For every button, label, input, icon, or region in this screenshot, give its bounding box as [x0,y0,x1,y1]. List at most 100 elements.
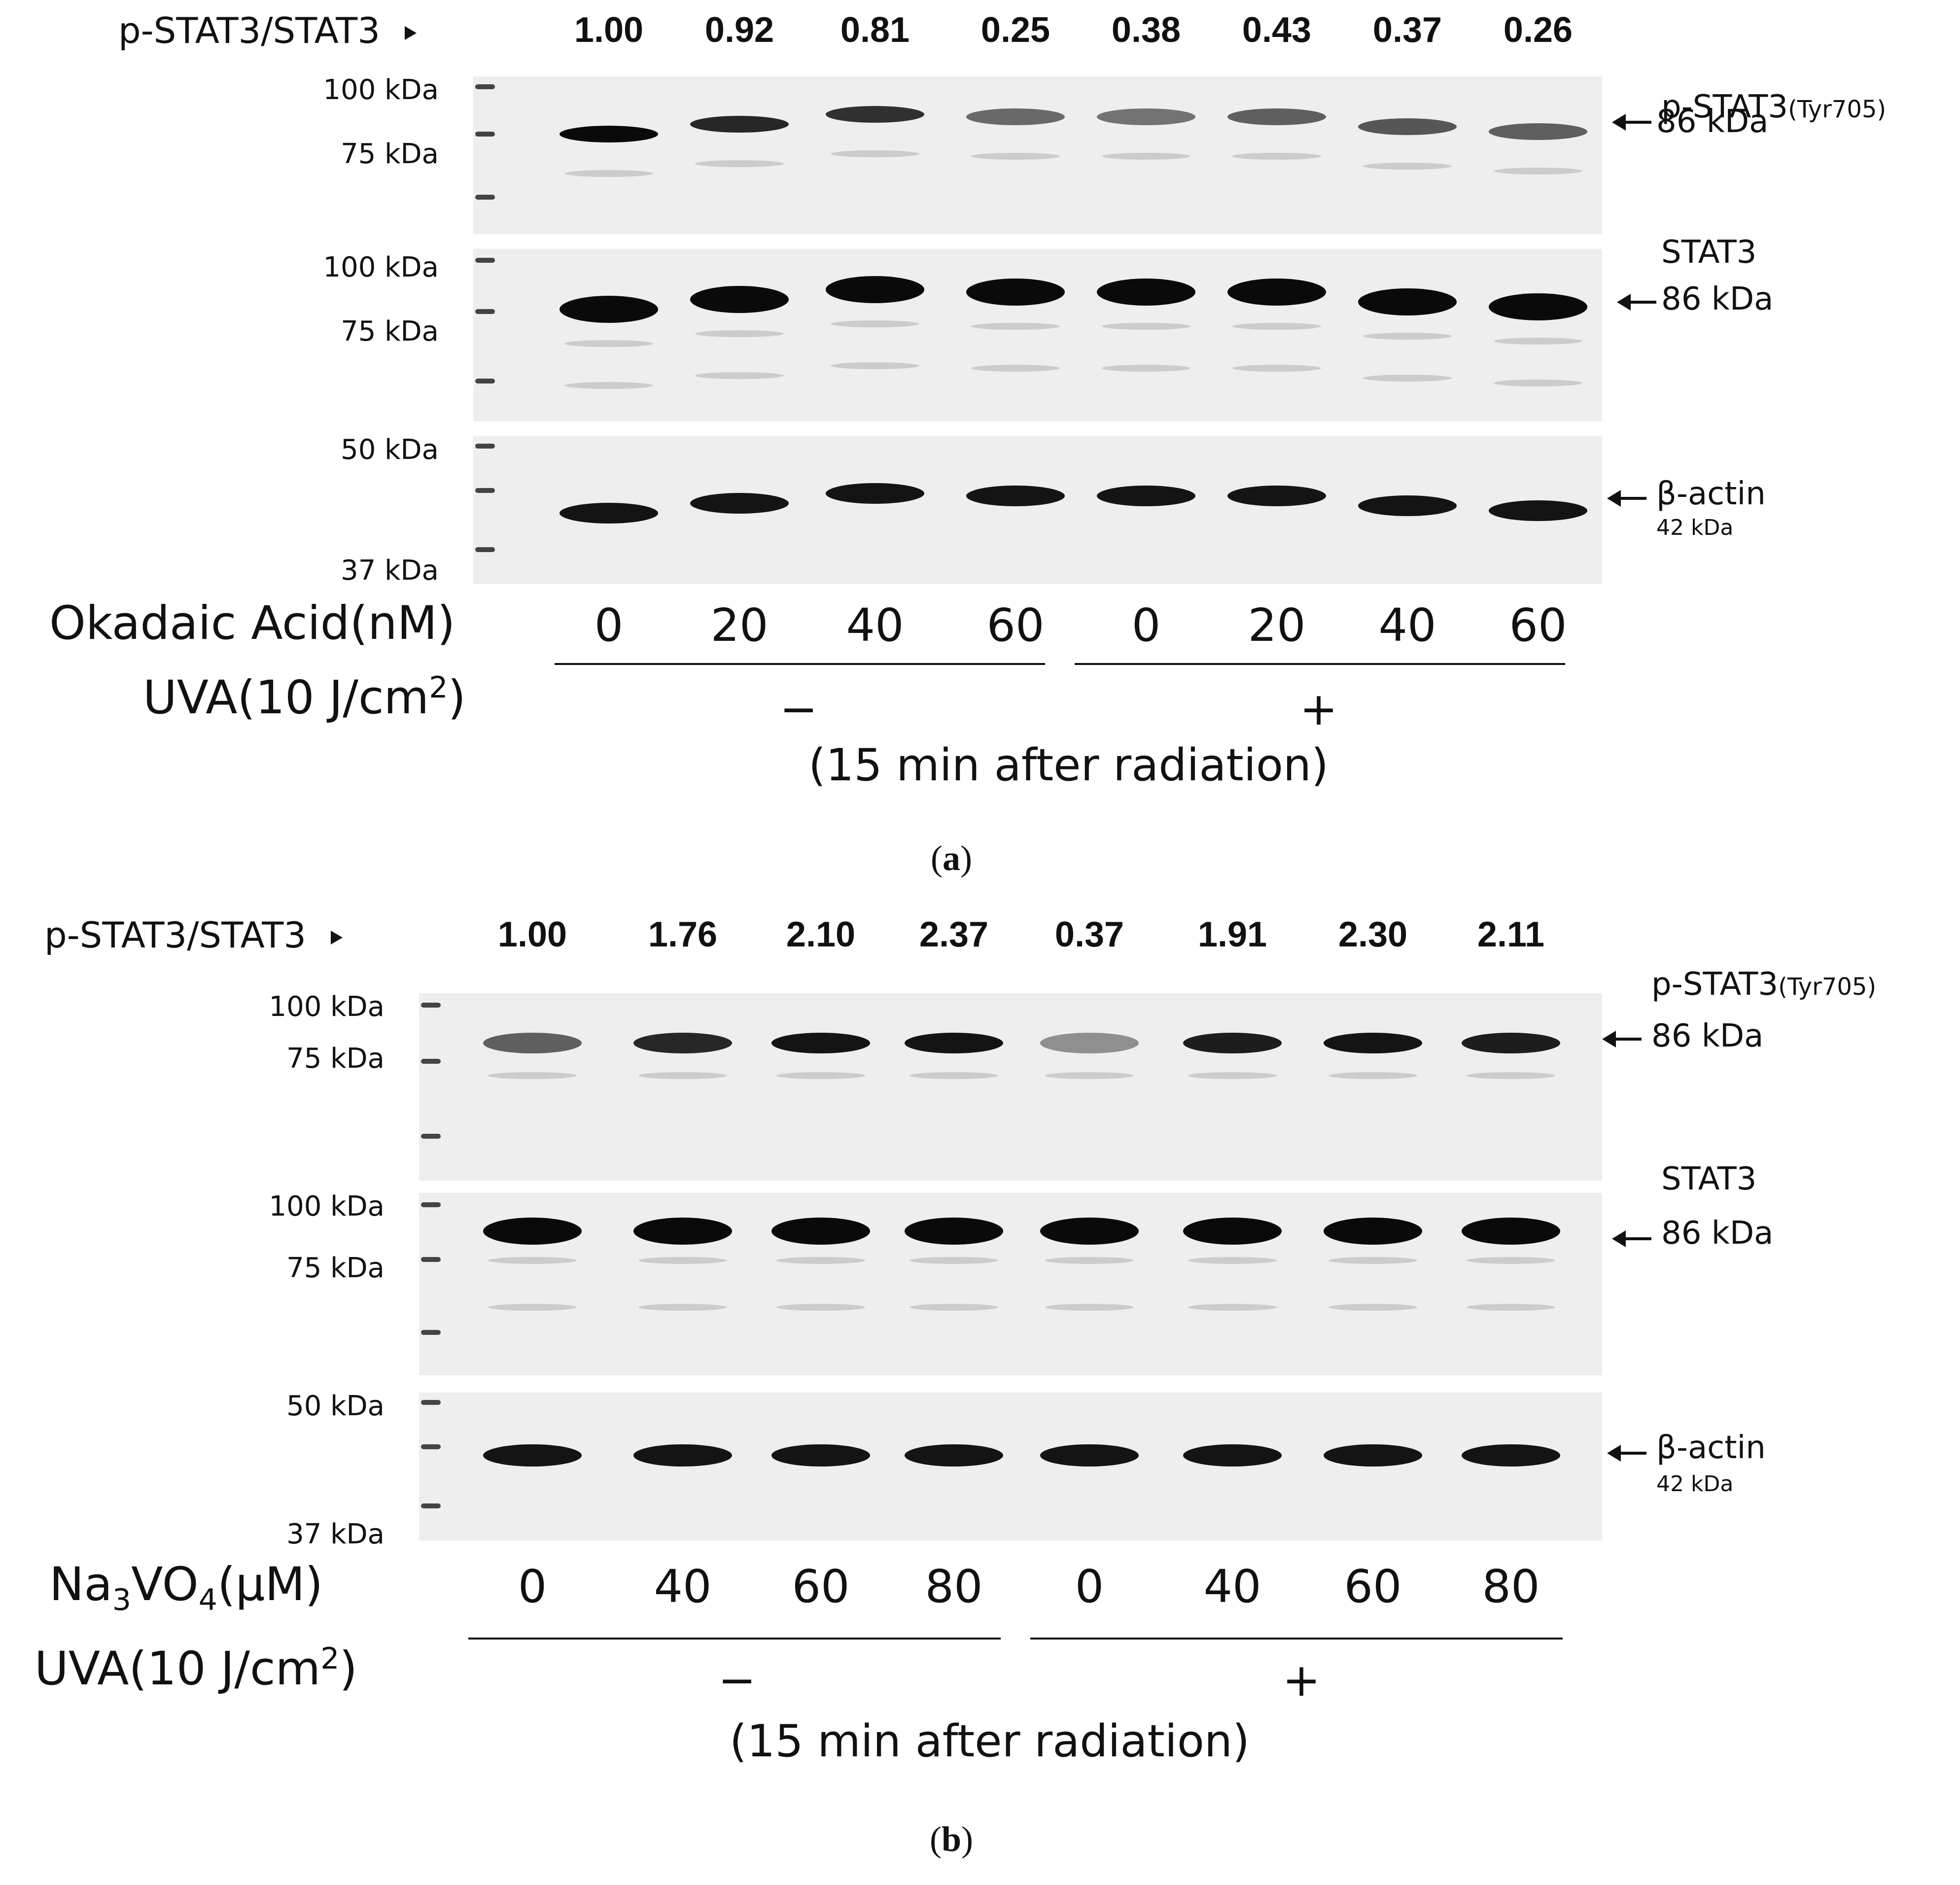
panel-caption-a: (a) [931,838,972,878]
blot-b-pstat3 [419,993,1602,1181]
blot-b-stat3 [419,1193,1602,1375]
marker-ladder-band [475,488,495,493]
ratio-label-a: p-STAT3/STAT3 [118,10,417,51]
blot-band [633,1033,732,1053]
nonspecific-band [638,1304,727,1311]
arrow-left-icon [1607,1445,1646,1462]
arrow-left-icon [1607,490,1646,507]
marker-ladder-band [421,1257,441,1262]
ratio-value: 2.37 [919,915,989,954]
mw-marker-75: 75 kDa [286,1252,385,1284]
nonspecific-band [564,340,653,347]
nonspecific-band [971,323,1060,330]
nonspecific-band [971,365,1060,372]
time-note-b: (15 min after radiation) [730,1715,1250,1767]
blot-band [560,296,658,323]
nonspecific-band [1363,375,1452,382]
concentration-value: 80 [925,1560,983,1613]
blot-band [1097,108,1195,125]
arrow-left-icon [1612,114,1651,131]
nonspecific-band [776,1304,865,1311]
blot-band [771,1218,870,1245]
triangle-pointer-icon [331,931,343,945]
nonspecific-band [831,320,919,327]
concentration-value: 40 [1203,1560,1261,1613]
nonspecific-band [488,1304,577,1311]
blot-band [1097,279,1195,306]
nonspecific-band [1102,153,1190,160]
triangle-pointer-icon [405,26,417,40]
ratio-value: 1.76 [648,915,718,954]
concentration-value: 60 [986,599,1045,652]
blot-band [633,1444,732,1466]
mw-marker-50: 50 kDa [286,1390,385,1422]
blot-band [905,1444,1003,1466]
ratio-value: 0.92 [704,10,774,50]
ratio-value: 2.30 [1338,915,1408,954]
size-b-actin: 42 kDa [1656,1471,1734,1497]
blot-band [1227,108,1326,125]
nonspecific-band [910,1304,998,1311]
blot-band [483,1444,582,1466]
blot-band [1462,1033,1560,1053]
blot-band [1183,1033,1282,1053]
concentration-value: 60 [792,1560,850,1613]
ratio-value: 0.81 [840,10,910,50]
mw-marker-100: 100 kDa [323,251,439,283]
uva-label-b: UVA(10 J/cm2) [35,1641,358,1696]
size-b-stat3: 86 kDa [1661,1215,1774,1252]
label-b-pstat3: p-STAT3(Tyr705) [1651,966,1877,1003]
ratio-label-b: p-STAT3/STAT3 [44,914,343,956]
label-a-actin: β-actin [1656,476,1766,512]
marker-ladder-band [475,379,495,384]
blot-band [826,483,924,504]
nonspecific-band [638,1072,727,1079]
treatment-label-b: Na3VO4(μM) [49,1558,323,1617]
nonspecific-band [1232,323,1321,330]
ratio-value: 0.26 [1503,10,1573,50]
blot-band [1324,1218,1422,1245]
marker-ladder-band [475,132,495,137]
label-a-stat3: STAT3 [1661,234,1757,271]
blot-band [1227,486,1326,506]
blot-band [1227,279,1326,306]
uva-label-a: UVA(10 J/cm2) [143,670,466,725]
nonspecific-band [1494,380,1582,386]
nonspecific-band [910,1072,998,1079]
uva-minus: − [779,683,818,735]
nonspecific-band [488,1072,577,1079]
blot-band [1183,1218,1282,1245]
mw-marker-50: 50 kDa [341,434,439,466]
blot-band [1183,1444,1282,1466]
concentration-value: 60 [1509,599,1567,652]
marker-ladder-band [421,1003,441,1008]
arrow-left-icon [1617,294,1656,311]
group-rule-plus [1030,1638,1563,1640]
marker-ladder-band [475,444,495,449]
blot-band [1324,1444,1422,1466]
ratio-value: 2.10 [786,915,856,954]
concentration-value: 0 [594,599,624,652]
blot-band [1358,495,1457,516]
marker-ladder-band [475,547,495,552]
uva-plus: + [1282,1654,1321,1707]
concentration-value: 60 [1344,1560,1402,1613]
blot-band [1489,293,1587,320]
nonspecific-band [1467,1304,1555,1311]
blot-band [771,1033,870,1053]
marker-ladder-band [421,1134,441,1139]
label-a-pstat3: p-STAT3(Tyr705) [1661,89,1887,125]
ratio-value: 1.00 [497,915,567,954]
label-b-stat3: STAT3 [1661,1161,1757,1197]
blot-a-actin [473,436,1602,584]
mw-marker-100: 100 kDa [269,991,385,1023]
nonspecific-band [831,362,919,369]
blot-a-stat3 [473,249,1602,421]
treatment-values-b: 0 40 60 80 0 40 60 80 [0,1560,1960,1619]
group-rule-plus [1075,663,1565,665]
blot-a-pstat3 [473,76,1602,234]
marker-ladder-band [421,1330,441,1335]
blot-band [1040,1444,1139,1466]
blot-band [966,486,1065,506]
ratio-value: 0.43 [1242,10,1312,50]
